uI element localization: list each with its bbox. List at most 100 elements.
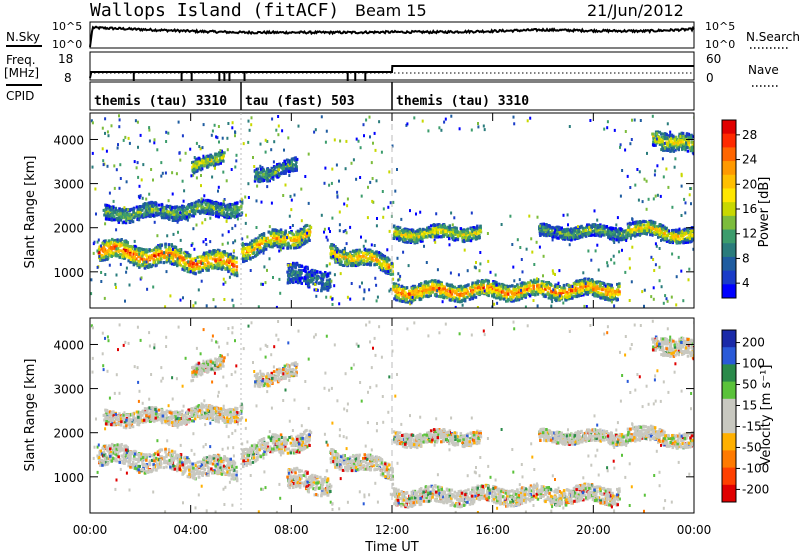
heatmap-cell (217, 254, 221, 258)
heatmap-cell (192, 211, 195, 215)
heatmap-cell (192, 160, 195, 164)
heatmap-cell (134, 212, 138, 216)
heatmap-cell (556, 285, 560, 289)
heatmap-cell (187, 254, 191, 258)
heatmap-cell (213, 202, 216, 205)
heatmap-cell (267, 239, 271, 243)
heatmap-cell (613, 296, 616, 299)
heatmap-cell (133, 244, 137, 248)
heatmap-cell (352, 257, 356, 261)
heatmap-cell (247, 245, 251, 249)
heatmap-cell (161, 209, 165, 213)
heatmap-cell (129, 260, 132, 264)
heatmap-cell (448, 230, 452, 234)
heatmap-cell (608, 289, 612, 293)
heatmap-cell (178, 205, 181, 209)
heatmap-cell (215, 155, 218, 159)
heatmap-cell (499, 293, 502, 297)
heatmap-cell (472, 234, 475, 238)
heatmap-cell (447, 293, 450, 297)
heatmap-cell (576, 290, 580, 294)
heatmap-cell (190, 208, 194, 212)
heatmap-cell (559, 296, 563, 300)
heatmap-cell (220, 156, 224, 160)
heatmap-cell (495, 296, 498, 300)
heatmap-cell (296, 262, 299, 266)
heatmap-cell (145, 209, 148, 213)
heatmap-cell (541, 282, 544, 286)
heatmap-cell (356, 251, 360, 255)
heatmap-cell (470, 285, 474, 289)
heatmap-cell (445, 226, 448, 230)
heatmap-cell (292, 246, 296, 250)
heatmap-cell (279, 165, 282, 169)
heatmap-cell (254, 177, 257, 181)
heatmap-cell (294, 156, 297, 160)
heatmap-cell (216, 159, 219, 163)
heatmap-cell (137, 259, 140, 263)
heatmap-cell (492, 280, 495, 283)
heatmap-cell (165, 248, 168, 252)
heatmap-cell (128, 245, 131, 248)
heatmap-cell (235, 265, 239, 269)
heatmap-cell (126, 241, 129, 245)
heatmap-cell (612, 294, 616, 298)
heatmap-cell (439, 285, 442, 289)
heatmap-cell (103, 240, 106, 244)
heatmap-cell (217, 215, 220, 219)
heatmap-cell (304, 237, 307, 241)
heatmap-cell (542, 222, 545, 226)
heatmap-cell (300, 264, 303, 268)
heatmap-cell (419, 288, 423, 292)
heatmap-cell (507, 297, 510, 301)
heatmap-cell (305, 224, 309, 227)
heatmap-cell (383, 264, 387, 268)
heatmap-cell (206, 161, 209, 165)
heatmap-cell (188, 215, 191, 219)
heatmap-cell (523, 294, 526, 298)
heatmap-cell (232, 211, 236, 214)
heatmap-cell (414, 230, 417, 234)
heatmap-cell (129, 216, 132, 220)
heatmap-cell (218, 154, 221, 158)
heatmap-cell (575, 294, 579, 298)
heatmap-cell (429, 230, 433, 234)
heatmap-cell (513, 288, 516, 291)
heatmap-cell (589, 288, 592, 292)
heatmap-cell (524, 289, 527, 293)
heatmap-cell (579, 284, 582, 288)
heatmap-cell (146, 265, 150, 269)
heatmap-cell (375, 261, 379, 265)
heatmap-cell (539, 290, 542, 294)
heatmap-cell (235, 274, 239, 278)
heatmap-cell (148, 248, 151, 252)
heatmap-cell (625, 236, 628, 240)
heatmap-cell (160, 203, 163, 207)
heatmap-cell (290, 278, 293, 281)
heatmap-cell (559, 229, 563, 233)
heatmap-cell (278, 235, 281, 239)
cpid-change-tick (354, 73, 357, 81)
heatmap-cell (591, 293, 595, 297)
heatmap-cell (388, 258, 391, 262)
heatmap-cell (129, 247, 133, 251)
heatmap-cell (439, 295, 443, 299)
heatmap-cell (444, 289, 448, 292)
heatmap-cell (593, 285, 596, 289)
heatmap-cell (521, 281, 524, 285)
heatmap-cell (220, 209, 223, 213)
heatmap-cell (569, 284, 573, 288)
heatmap-cell (440, 235, 443, 239)
heatmap-cell (616, 293, 620, 297)
heatmap-cell (574, 292, 578, 296)
heatmap-cell (417, 295, 420, 299)
heatmap-cell (208, 264, 211, 268)
heatmap-cell (160, 216, 164, 219)
heatmap-cell (492, 285, 496, 289)
heatmap-cell (200, 258, 204, 262)
heatmap-cell (418, 297, 422, 301)
heatmap-cell (173, 245, 177, 249)
heatmap-cell (487, 294, 490, 298)
heatmap-cell (313, 272, 316, 276)
heatmap-cell (225, 213, 228, 217)
